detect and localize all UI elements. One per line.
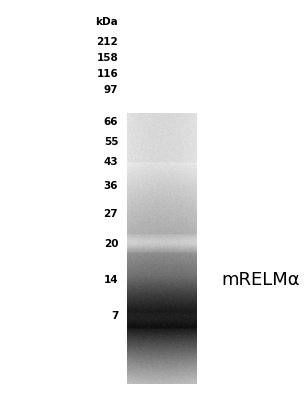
Text: 27: 27 xyxy=(103,209,118,219)
Text: 14: 14 xyxy=(103,275,118,285)
Text: 212: 212 xyxy=(96,37,118,47)
Text: 116: 116 xyxy=(96,69,118,79)
Text: 20: 20 xyxy=(104,239,118,249)
Text: 7: 7 xyxy=(111,311,118,321)
Text: kDa: kDa xyxy=(95,17,118,27)
Text: 55: 55 xyxy=(104,137,118,147)
Text: mRELMα: mRELMα xyxy=(221,271,300,289)
Text: 36: 36 xyxy=(104,181,118,191)
Text: 43: 43 xyxy=(103,157,118,167)
Text: 97: 97 xyxy=(104,85,118,95)
Text: 66: 66 xyxy=(104,117,118,127)
Text: 158: 158 xyxy=(96,53,118,63)
